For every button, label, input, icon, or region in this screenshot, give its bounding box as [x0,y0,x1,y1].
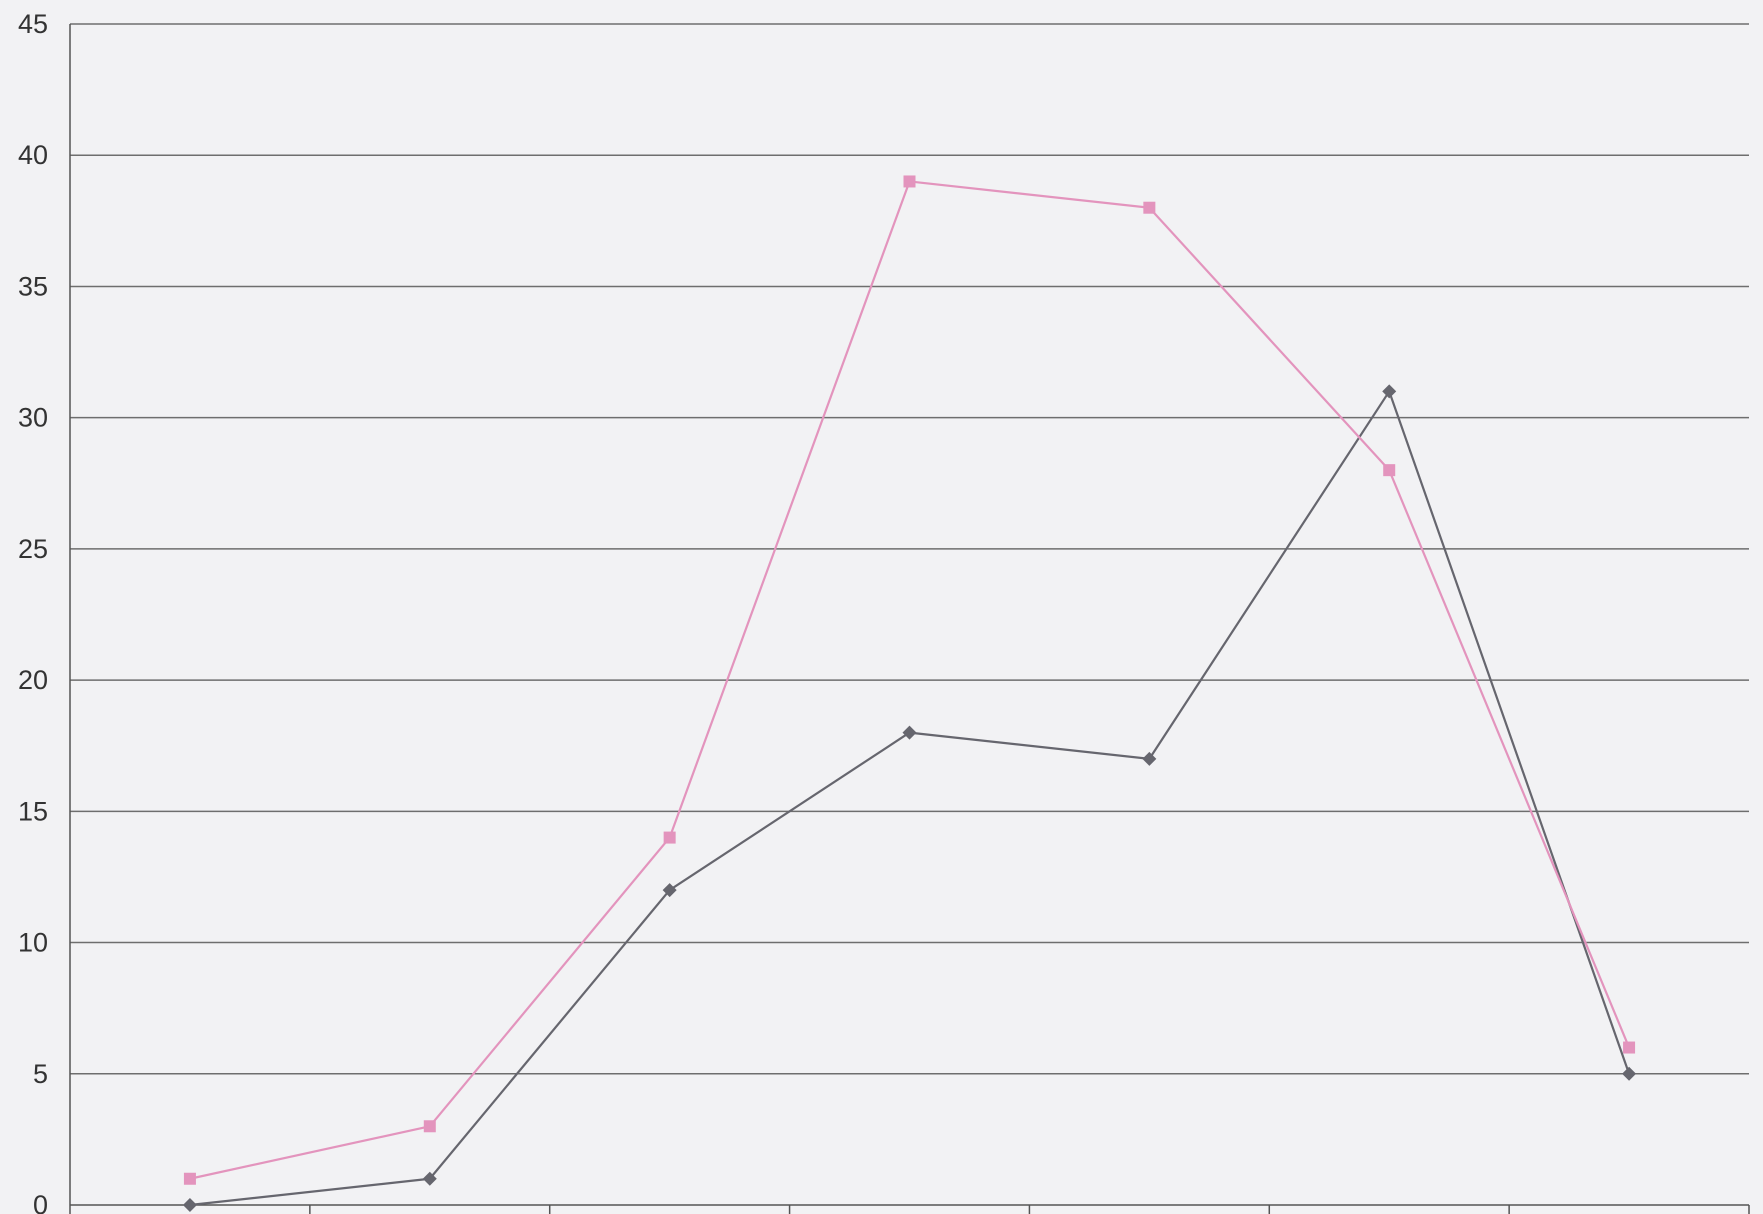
gridlines [70,23,1749,1075]
y-axis-tick-labels: 0 5 10 15 20 25 30 35 40 45 [18,9,48,1214]
y-tick-label-45: 45 [18,9,48,39]
series-markers [182,175,1637,1212]
series-2-point-7 [1623,1041,1636,1054]
y-tick-label-0: 0 [33,1190,48,1214]
series-1-point-7 [1622,1066,1637,1081]
series-1-point-4 [902,725,917,740]
series-2-point-4 [903,175,916,188]
y-tick-label-25: 25 [18,534,48,564]
series-2-point-1 [183,1172,196,1185]
series-2-point-6 [1383,464,1396,477]
series-lines [189,180,1631,1207]
y-tick-label-20: 20 [18,665,48,695]
y-tick-label-30: 30 [18,403,48,433]
series-1-point-3 [662,883,677,898]
y-tick-label-40: 40 [18,140,48,170]
axes [69,24,1750,1214]
y-tick-label-5: 5 [33,1059,48,1089]
series-1-point-1 [182,1198,197,1212]
series-line-1 [189,390,1631,1207]
series-2-point-5 [1143,201,1156,214]
y-tick-label-15: 15 [18,796,48,826]
series-2-point-3 [663,831,676,844]
series-1-point-6 [1382,384,1397,399]
y-tick-label-35: 35 [18,271,48,301]
series-2-point-2 [423,1120,436,1133]
series-1-point-5 [1142,751,1157,766]
series-1-point-2 [422,1171,437,1186]
y-tick-label-10: 10 [18,928,48,958]
